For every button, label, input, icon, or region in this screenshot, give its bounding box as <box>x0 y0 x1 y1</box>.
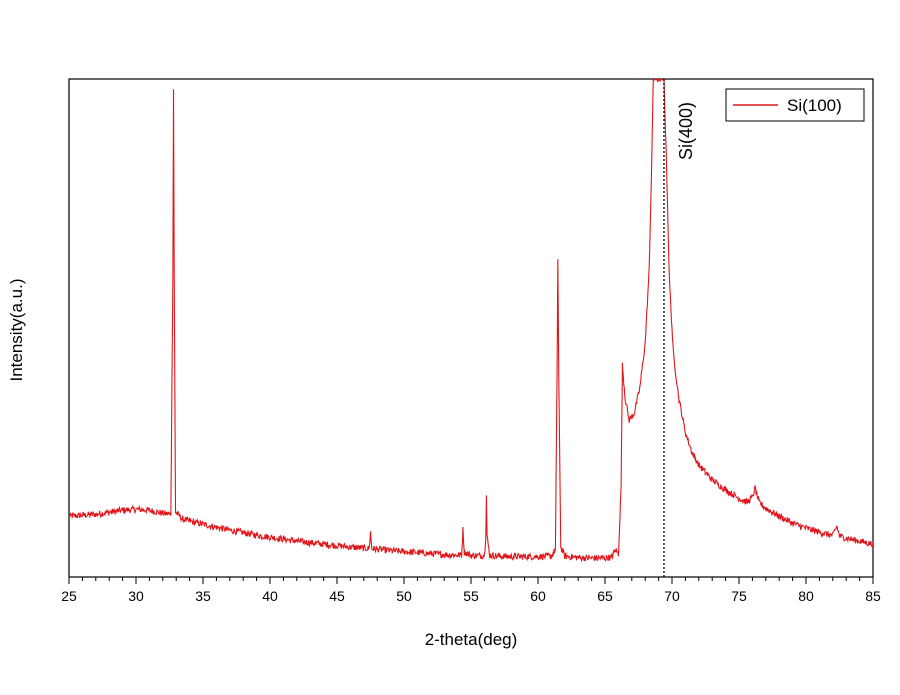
legend-entry-si100: Si(100) <box>787 96 842 115</box>
x-tick-label: 80 <box>798 588 814 604</box>
series-line-si100 <box>69 79 873 563</box>
legend: Si(100) <box>725 88 865 122</box>
si400-label: Si(400) <box>676 102 696 160</box>
x-tick-label: 85 <box>865 588 881 604</box>
series-layer <box>69 79 873 563</box>
x-tick-label: 35 <box>195 588 211 604</box>
x-tick-label: 55 <box>463 588 479 604</box>
plot-area <box>68 78 874 578</box>
y-axis-title: Intensity(a.u.) <box>7 279 26 382</box>
x-axis-tick-labels: 25 30 35 40 45 50 55 60 65 70 75 80 85 <box>61 588 881 604</box>
x-tick-label: 40 <box>262 588 278 604</box>
plot-frame <box>68 78 874 578</box>
x-axis-ticks <box>68 577 874 584</box>
x-tick-label: 70 <box>664 588 680 604</box>
x-tick-label: 65 <box>597 588 613 604</box>
x-tick-label: 75 <box>731 588 747 604</box>
x-tick-label: 45 <box>329 588 345 604</box>
x-tick-label: 25 <box>61 588 77 604</box>
annotation-layer: Si(400) <box>663 79 696 577</box>
x-axis-title: 2-theta(deg) <box>425 630 518 649</box>
x-tick-label: 60 <box>530 588 546 604</box>
x-tick-label: 30 <box>128 588 144 604</box>
x-tick-label: 50 <box>396 588 412 604</box>
